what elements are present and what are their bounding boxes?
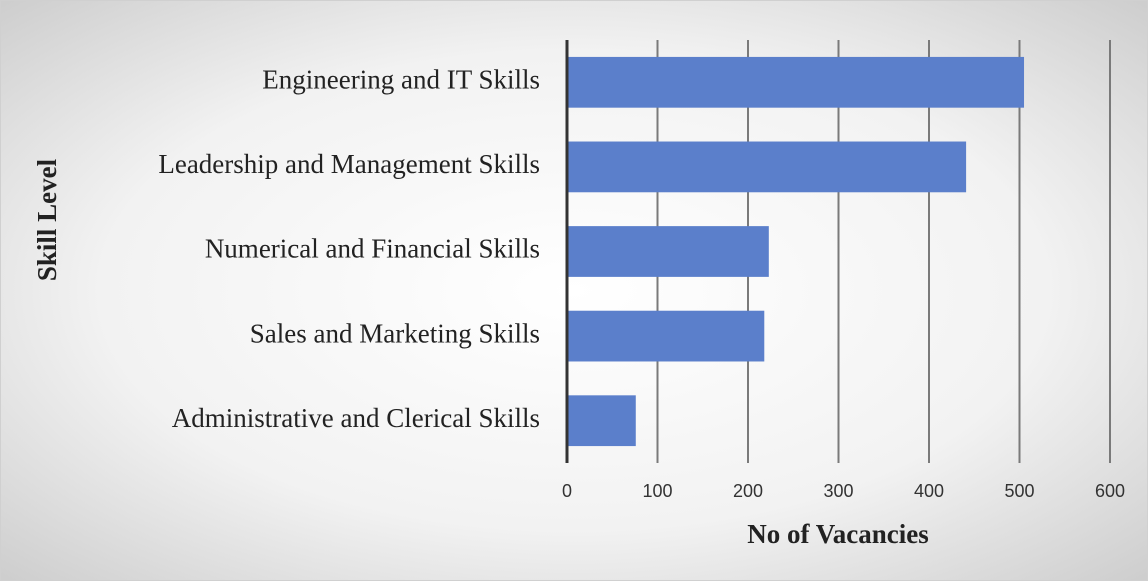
y-axis-title: Skill Level [32, 158, 62, 281]
bar [567, 226, 769, 277]
bar [567, 141, 967, 193]
x-tick-label: 300 [823, 481, 853, 501]
y-tick-label: Sales and Marketing Skills [250, 318, 540, 348]
x-tick-label: 100 [642, 481, 672, 501]
y-tick-label: Engineering and IT Skills [262, 65, 540, 95]
x-tick-label: 500 [1004, 481, 1034, 501]
bars [567, 56, 1025, 447]
bar [567, 56, 1025, 108]
x-axis-title: No of Vacancies [747, 519, 929, 549]
bar [567, 395, 636, 447]
y-tick-label: Leadership and Management Skills [158, 149, 540, 179]
x-tick-label: 400 [914, 481, 944, 501]
x-tick-label: 0 [562, 481, 572, 501]
x-tick-label: 600 [1095, 481, 1125, 501]
x-tick-label: 200 [733, 481, 763, 501]
bar [567, 310, 765, 362]
y-tick-label: Numerical and Financial Skills [205, 234, 540, 264]
y-tick-label: Administrative and Clerical Skills [172, 403, 540, 433]
